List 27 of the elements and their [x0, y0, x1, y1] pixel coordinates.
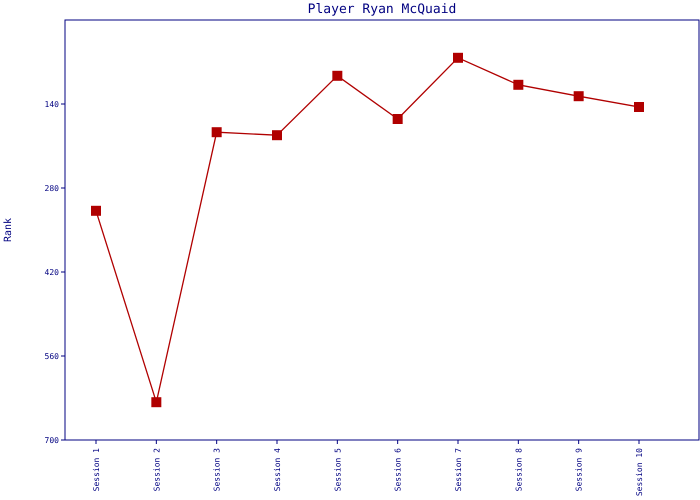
point — [453, 52, 463, 63]
point — [634, 102, 644, 112]
y-tick-label: 700 — [44, 436, 60, 445]
y-tick-label: 420 — [44, 268, 60, 277]
x-tick-label: Session 8 — [514, 448, 524, 492]
x-tick-label: Session 1 — [92, 448, 101, 492]
point — [272, 130, 282, 140]
y-tick-label: 560 — [44, 352, 60, 361]
x-tick-label: Session 5 — [333, 448, 342, 492]
x-tick-label: Session 9 — [574, 448, 584, 492]
y-tick-label: 280 — [44, 184, 60, 193]
x-tick-label: Session 4 — [273, 448, 282, 492]
x-tick-label: Session 6 — [394, 448, 403, 492]
x-tick-label: Session 7 — [454, 448, 463, 492]
point — [212, 127, 222, 138]
point — [332, 70, 342, 81]
x-tick-label: Session 2 — [152, 448, 162, 492]
x-tick-label: Session 3 — [212, 448, 222, 492]
y-axis-title: Rank — [3, 218, 14, 242]
point — [151, 397, 162, 408]
point — [392, 114, 403, 124]
point — [91, 206, 101, 216]
y-tick-label: 140 — [44, 100, 60, 109]
chart-title: Player Ryan McQuaid — [308, 2, 456, 17]
point — [574, 91, 584, 102]
x-tick-label: Session 10 — [635, 448, 644, 496]
point — [513, 80, 524, 90]
